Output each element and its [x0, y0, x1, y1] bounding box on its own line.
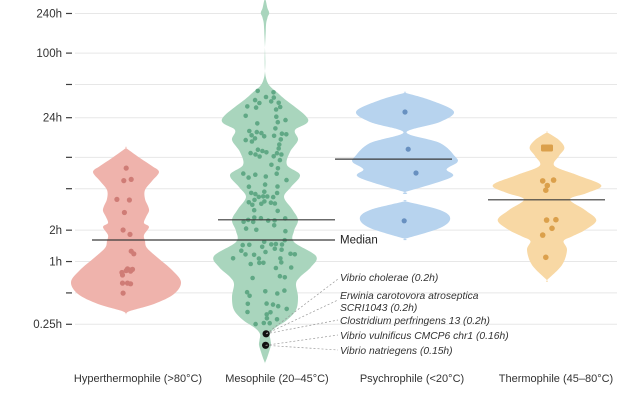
svg-text:Median: Median [340, 235, 378, 247]
svg-text:Vibrio natriegens (0.15h): Vibrio natriegens (0.15h) [340, 346, 453, 357]
svg-text:100h: 100h [36, 48, 62, 60]
svg-text:24h: 24h [43, 113, 62, 125]
svg-text:2h: 2h [49, 225, 62, 237]
svg-text:Erwinia carotovora atroseptica: Erwinia carotovora atroseptica [340, 291, 479, 302]
svg-text:Vibrio cholerae (0.2h): Vibrio cholerae (0.2h) [340, 273, 438, 284]
svg-text:0.25h: 0.25h [33, 319, 62, 331]
svg-text:Vibrio vulnificus CMCP6 chr1 (: Vibrio vulnificus CMCP6 chr1 (0.16h) [340, 331, 509, 342]
svg-text:240h: 240h [36, 8, 62, 20]
svg-text:Psychrophile (<20°C): Psychrophile (<20°C) [360, 373, 464, 385]
svg-text:Thermophile (45–80°C): Thermophile (45–80°C) [499, 373, 613, 385]
svg-text:1h: 1h [49, 256, 62, 268]
svg-text:Clostridium perfringens 13 (0.: Clostridium perfringens 13 (0.2h) [340, 316, 490, 327]
svg-text:SCRI1043 (0.2h): SCRI1043 (0.2h) [340, 303, 417, 314]
svg-text:Mesophile (20–45°C): Mesophile (20–45°C) [225, 373, 328, 385]
svg-text:Hyperthermophile (>80°C): Hyperthermophile (>80°C) [74, 373, 202, 385]
